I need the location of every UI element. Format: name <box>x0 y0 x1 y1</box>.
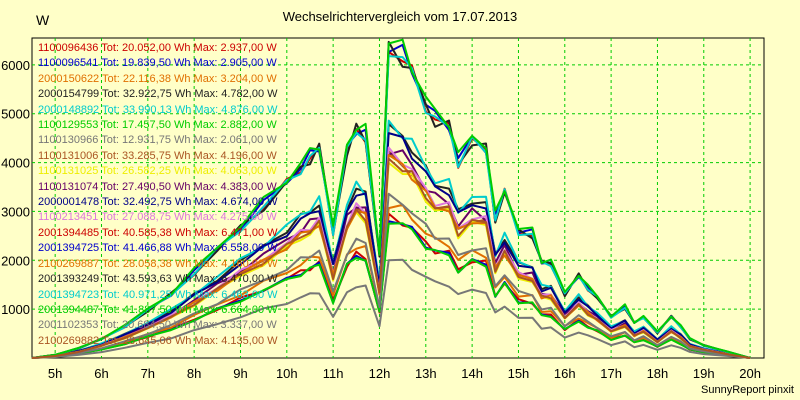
legend-entry-1100129553: 1100129553 Tot: 17.457,50 Wh Max: 2.882,… <box>38 119 277 132</box>
y-tick-label: 2000 <box>1 253 30 268</box>
series-line-2001394487 <box>31 38 751 359</box>
y-axis-label: W <box>36 12 50 28</box>
x-tick-label: 6h <box>94 366 108 381</box>
series-line-2000148892 <box>31 119 751 359</box>
x-tick-label: 11h <box>323 366 344 381</box>
legend-entry-1100131074: 1100131074 Tot: 27.490,50 Wh Max: 4.383,… <box>38 180 277 193</box>
legend: 1100096436 Tot: 20.052,00 Wh Max: 2.937,… <box>38 41 278 349</box>
series-line-1100130966 <box>31 258 751 359</box>
legend-entry-2001393249: 2001393249 Tot: 43.593,63 Wh Max: 6.470,… <box>38 273 278 286</box>
x-tick-label: 5h <box>48 366 62 381</box>
series-line-2000001478 <box>31 132 751 359</box>
legend-entry-2000001478: 2000001478 Tot: 32.492,75 Wh Max: 4.674,… <box>38 196 278 209</box>
x-tick-label: 14h <box>461 366 483 381</box>
x-tick-labels: 5h 6h 7h 8h 9h 10h 11h 12h 13h 14h 15h 16h 17h 18h 19h… <box>48 366 761 381</box>
x-tick-label: 8h <box>187 366 201 381</box>
legend-entry-2000148892: 2000148892 Tot: 33.990,13 Wh Max: 4.876,… <box>38 103 278 116</box>
legend-entry-2000154799: 2000154799 Tot: 32.922,75 Wh Max: 4.782,… <box>38 88 278 101</box>
series-line-1100129553 <box>31 222 751 359</box>
x-tick-label: 17h <box>600 366 622 381</box>
series-lines <box>31 38 751 359</box>
legend-entry-1100096436: 1100096436 Tot: 20.052,00 Wh Max: 2.937,… <box>38 42 277 54</box>
legend-entry-2100269887: 2100269887 Tot: 28.058,38 Wh Max: 4.160,… <box>38 257 278 270</box>
legend-entry-2000150622: 2000150622 Tot: 22.116,38 Wh Max: 3.204,… <box>38 72 277 85</box>
y-tick-label: 1000 <box>1 302 30 317</box>
legend-entry-2001394485: 2001394485 Tot: 40.585,38 Wh Max: 6.471,… <box>38 226 278 239</box>
legend-entry-1100130966: 1100130966 Tot: 12.931,75 Wh Max: 2.061,… <box>38 134 277 147</box>
x-tick-label: 10h <box>276 366 298 381</box>
legend-entry-1100096541: 1100096541 Tot: 19.839,50 Wh Max: 2.905,… <box>38 57 277 70</box>
x-tick-label: 13h <box>415 366 437 381</box>
x-tick-label: 18h <box>647 366 669 381</box>
x-tick-label: 15h <box>508 366 530 381</box>
y-tick-labels: 1000 2000 3000 4000 5000 6000 <box>1 58 30 317</box>
legend-entry-2001394725: 2001394725 Tot: 41.466,88 Wh Max: 6.558,… <box>38 242 278 255</box>
y-tick-label: 4000 <box>1 156 30 171</box>
x-tick-label: 7h <box>141 366 155 381</box>
legend-entry-2001102353: 2001102353 Tot: 20.684,50 Wh Max: 3.337,… <box>38 319 277 332</box>
chart-title: Wechselrichtervergleich vom 17.07.2013 <box>282 9 518 24</box>
y-tick-label: 6000 <box>1 58 30 73</box>
series-line-2001102353 <box>31 192 751 359</box>
legend-entry-1100213451: 1100213451 Tot: 27.088,75 Wh Max: 4.275,… <box>38 211 277 224</box>
x-tick-label: 19h <box>693 366 715 381</box>
legend-entry-2100269882: 2100269882 Tot: 28.645,06 Wh Max: 4.135,… <box>38 334 278 347</box>
y-tick-label: 5000 <box>1 107 30 122</box>
legend-entry-2001394723: 2001394723 Tot: 40.971,25 Wh Max: 6.463,… <box>38 288 278 301</box>
legend-entry-1100131025: 1100131025 Tot: 26.582,25 Wh Max: 4.063,… <box>38 165 277 178</box>
legend-entry-2001394487: 2001394487 Tot: 41.887,50 Wh Max: 6.664,… <box>38 303 278 316</box>
series-line-2100269882 <box>31 157 751 359</box>
y-tick-label: 3000 <box>1 204 30 219</box>
x-tick-label: 9h <box>233 366 247 381</box>
credit-label: SunnyReport pinxit <box>701 384 794 396</box>
x-tick-label: 12h <box>369 366 391 381</box>
legend-entry-1100131006: 1100131006 Tot: 33.285,75 Wh Max: 4.196,… <box>38 149 277 162</box>
x-tick-label: 20h <box>739 366 761 381</box>
x-tick-label: 16h <box>554 366 576 381</box>
